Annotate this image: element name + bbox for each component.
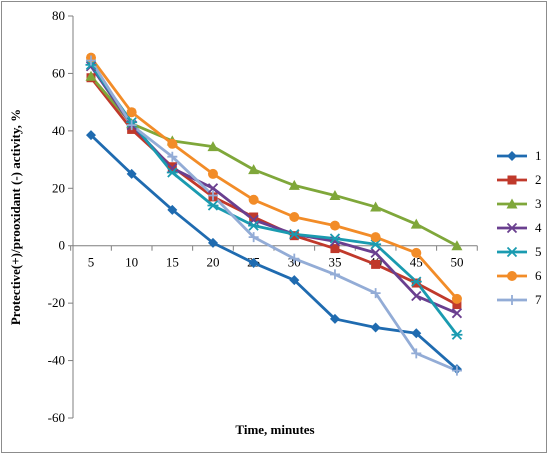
- legend-marker-4: [506, 222, 518, 234]
- series-7-point: [126, 120, 137, 131]
- series-3-point: [370, 201, 382, 212]
- legend-marker-2: [507, 175, 517, 185]
- y-tick-label: 60: [52, 65, 65, 80]
- series-4-point: [167, 163, 178, 174]
- series-2-point: [452, 300, 462, 310]
- series-5-point: [451, 329, 463, 340]
- series-7-point: [86, 55, 96, 66]
- legend-marker-6: [507, 271, 517, 281]
- series-1-point: [370, 322, 381, 333]
- series-3-point: [410, 218, 422, 229]
- series-2-point: [249, 212, 259, 222]
- legend-marker-1: [507, 151, 517, 161]
- series-6-point: [289, 212, 300, 222]
- series-5-point: [248, 220, 260, 231]
- series-2-point: [330, 244, 340, 254]
- series-7-point: [411, 348, 422, 359]
- series-7-point: [167, 151, 178, 162]
- series-1-point: [126, 168, 137, 179]
- series-4-point: [85, 61, 97, 72]
- series-7-point: [370, 288, 381, 299]
- series-1-point: [86, 130, 96, 141]
- series-4-point: [411, 290, 422, 302]
- series-2-point: [371, 259, 381, 269]
- series-6-point: [329, 220, 340, 231]
- series-6-point: [248, 194, 259, 205]
- legend-label-5: 5: [535, 244, 542, 259]
- series-3-point: [288, 179, 300, 190]
- series-1-point: [289, 275, 300, 286]
- series-6-point: [451, 293, 462, 304]
- legend-marker-5: [506, 246, 518, 258]
- y-tick-label: 20: [52, 180, 65, 195]
- axes: -60-40-200204060805101520253035404550: [48, 8, 478, 425]
- x-tick-label: 15: [166, 255, 179, 270]
- y-tick-label: 80: [52, 8, 65, 23]
- y-tick-label: -20: [48, 295, 65, 310]
- x-tick-label: 35: [328, 255, 341, 270]
- series-4-point: [207, 183, 219, 194]
- y-tick-label: -40: [48, 353, 65, 368]
- legend-label-2: 2: [535, 172, 542, 187]
- series-lines: [89, 56, 459, 372]
- series-3-point: [329, 189, 341, 200]
- series-1-point: [329, 313, 340, 324]
- series-7-point: [451, 365, 462, 376]
- legend-label-4: 4: [535, 220, 542, 235]
- x-tick-label: 20: [206, 255, 219, 270]
- series-5-point: [166, 167, 178, 178]
- series-7-point: [289, 253, 300, 264]
- series-1-point: [167, 204, 178, 215]
- series-3-point: [451, 240, 463, 251]
- legend: 1 2 3 4 5 6 7: [497, 148, 542, 307]
- series-5-line: [89, 64, 459, 336]
- series-2-point: [289, 231, 299, 241]
- x-tick-label: 5: [88, 255, 95, 270]
- series-markers: [85, 52, 463, 376]
- series-7-point: [207, 190, 218, 201]
- y-tick-label: -60: [48, 410, 65, 425]
- legend-label-7: 7: [535, 292, 542, 307]
- series-5-point: [207, 200, 219, 211]
- series-4-point: [451, 308, 463, 319]
- series-6-point: [126, 107, 137, 118]
- x-tick-label: 10: [125, 255, 138, 270]
- series-4-point: [370, 247, 381, 259]
- y-tick-label: 40: [52, 123, 65, 138]
- series-7-line: [89, 59, 458, 372]
- series-2-point: [411, 278, 421, 288]
- series-3-point: [248, 164, 260, 175]
- series-3-point: [85, 70, 97, 81]
- series-3-line: [89, 75, 458, 247]
- series-1-point: [411, 328, 422, 339]
- series-6-point: [207, 168, 218, 179]
- series-1-point: [207, 237, 218, 248]
- series-5-point: [370, 239, 382, 250]
- series-6-point: [167, 138, 178, 149]
- x-axis-title: Time, minutes: [235, 422, 314, 437]
- legend-marker-7: [507, 295, 517, 305]
- series-7-point: [329, 269, 340, 280]
- series-2-point: [167, 162, 177, 172]
- series-6-line: [89, 56, 458, 300]
- series-1-point: [248, 257, 259, 268]
- y-axis-title: Protective(+)/prooxidant (-) activity, %: [8, 109, 23, 325]
- series-6-point: [411, 247, 422, 258]
- x-tick-label: 50: [450, 255, 463, 270]
- series-5-point: [329, 233, 341, 244]
- legend-label-3: 3: [535, 196, 542, 211]
- series-3-point: [207, 141, 219, 152]
- series-6-point: [370, 232, 381, 243]
- series-5-point: [410, 276, 422, 287]
- y-tick-label: 0: [59, 238, 66, 253]
- legend-marker-3: [506, 198, 518, 209]
- series-1-line: [90, 134, 458, 371]
- series-7-point: [248, 232, 259, 243]
- legend-label-6: 6: [535, 268, 542, 283]
- series-5-point: [288, 229, 300, 240]
- legend-label-1: 1: [535, 148, 542, 163]
